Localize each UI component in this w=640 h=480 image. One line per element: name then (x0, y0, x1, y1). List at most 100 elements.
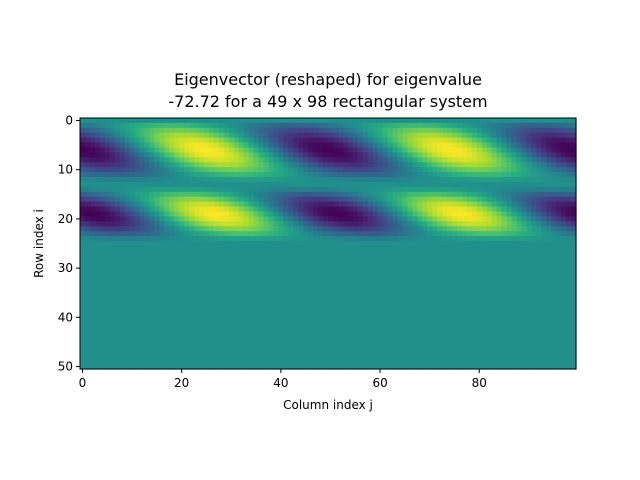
heatmap-cell (154, 231, 160, 237)
heatmap-cell (481, 132, 488, 139)
heatmap-cell (461, 177, 468, 183)
heatmap-cell (412, 152, 418, 158)
heatmap-cell (119, 142, 126, 149)
heatmap-cell (208, 191, 215, 198)
heatmap-cell (407, 206, 413, 213)
heatmap-cell (303, 196, 309, 203)
heatmap-cell (337, 167, 344, 173)
heatmap-cell (466, 270, 473, 277)
heatmap-cell (382, 157, 389, 163)
heatmap-cell (452, 142, 458, 149)
heatmap-cell (546, 226, 552, 232)
heatmap-cell (546, 186, 552, 193)
heatmap-cell (303, 118, 309, 124)
heatmap-cell (481, 167, 488, 173)
heatmap-cell (298, 339, 304, 345)
heatmap-cell (412, 147, 418, 154)
heatmap-cell (417, 324, 423, 331)
heatmap-cell (208, 142, 215, 149)
heatmap-cell (402, 152, 408, 158)
heatmap-cell (268, 231, 275, 237)
heatmap-cell (213, 324, 220, 331)
heatmap-cell (84, 354, 91, 360)
heatmap-cell (199, 206, 205, 213)
heatmap-cell (442, 245, 448, 252)
heatmap-cell (243, 142, 250, 149)
heatmap-cell (248, 231, 255, 237)
heatmap-cell (149, 191, 155, 198)
heatmap-cell (89, 295, 96, 301)
heatmap-cell (332, 122, 339, 129)
heatmap-cell (556, 241, 562, 247)
heatmap-cell (218, 334, 225, 341)
heatmap-cell (496, 177, 503, 183)
heatmap-cell (273, 354, 279, 360)
heatmap-cell (253, 309, 260, 316)
heatmap-cell (263, 241, 270, 247)
heatmap-cell (89, 290, 96, 296)
heatmap-cell (417, 172, 423, 178)
heatmap-cell (516, 177, 523, 183)
heatmap-cell (402, 260, 408, 267)
heatmap-cell (238, 147, 245, 154)
heatmap-cell (308, 177, 314, 183)
heatmap-cell (169, 305, 175, 311)
heatmap-cell (342, 339, 349, 345)
heatmap-cell (323, 221, 329, 227)
heatmap-cell (357, 132, 364, 139)
heatmap-cell (238, 186, 245, 193)
heatmap-cell (407, 309, 413, 316)
heatmap-cell (417, 314, 423, 321)
heatmap-cell (283, 177, 289, 183)
heatmap-cell (129, 275, 136, 282)
heatmap-cell (412, 314, 418, 321)
heatmap-cell (387, 181, 394, 188)
heatmap-cell (387, 191, 394, 198)
heatmap-cell (437, 275, 443, 282)
heatmap-cell (169, 137, 175, 144)
heatmap-cell (526, 191, 532, 198)
heatmap-cell (501, 221, 508, 227)
heatmap-cell (541, 241, 547, 247)
heatmap-cell (521, 186, 527, 193)
heatmap-cell (541, 305, 547, 311)
heatmap-cell (144, 196, 151, 203)
heatmap-cell (466, 181, 473, 188)
heatmap-cell (84, 295, 91, 301)
heatmap-cell (352, 354, 359, 360)
heatmap-cell (476, 236, 483, 242)
heatmap-cell (566, 324, 572, 331)
heatmap-cell (392, 339, 399, 345)
heatmap-cell (144, 186, 151, 193)
heatmap-cell (228, 127, 235, 134)
heatmap-cell (84, 245, 91, 252)
heatmap-cell (342, 324, 349, 331)
heatmap-cell (268, 309, 275, 316)
heatmap-cell (179, 314, 185, 321)
heatmap-cell (169, 147, 175, 154)
heatmap-cell (486, 265, 493, 272)
heatmap-cell (342, 152, 349, 158)
heatmap-cell (218, 339, 225, 345)
heatmap-cell (476, 196, 483, 203)
heatmap-cell (536, 181, 542, 188)
heatmap-cell (149, 344, 155, 350)
heatmap-cell (144, 245, 151, 252)
heatmap-cell (323, 309, 329, 316)
heatmap-cell (218, 157, 225, 163)
heatmap-cell (194, 314, 200, 321)
heatmap-cell (397, 181, 403, 188)
heatmap-cell (134, 206, 141, 213)
heatmap-cell (387, 285, 394, 291)
heatmap-cell (293, 142, 299, 149)
heatmap-cell (258, 181, 265, 188)
heatmap-cell (407, 359, 413, 365)
heatmap-cell (189, 285, 195, 291)
heatmap-cell (372, 309, 379, 316)
heatmap-cell (263, 211, 270, 218)
heatmap-cell (233, 216, 240, 222)
heatmap-cell (402, 359, 408, 365)
heatmap-cell (526, 275, 532, 282)
heatmap-cell (337, 226, 344, 232)
heatmap-cell (174, 186, 180, 193)
